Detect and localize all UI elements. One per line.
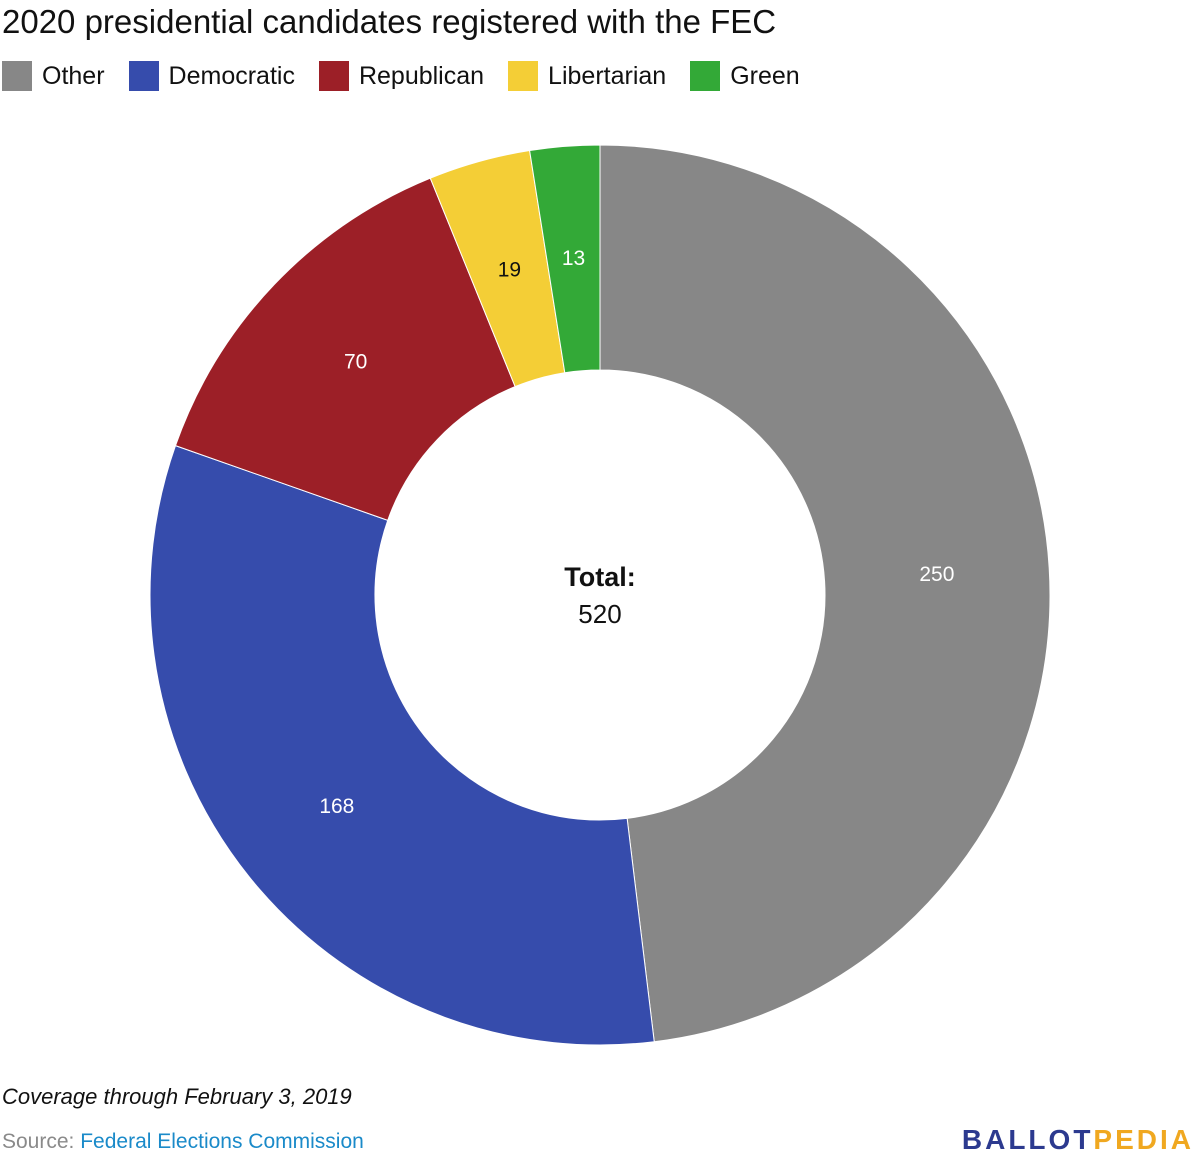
ballotpedia-logo: BALLOTPEDIA [962, 1124, 1194, 1156]
chart-title: 2020 presidential candidates registered … [2, 3, 777, 40]
legend-item-libertarian: Libertarian [508, 60, 666, 92]
legend-swatch [690, 61, 721, 91]
legend-item-green: Green [690, 60, 800, 92]
slice-republican [174, 177, 516, 521]
legend-label: Other [42, 62, 105, 90]
slice-label-other: 250 [919, 563, 954, 586]
logo-part-pedia: PEDIA [1093, 1124, 1194, 1155]
source-line: Source: Federal Elections Commission [2, 1130, 364, 1154]
slice-label-green: 13 [562, 247, 585, 270]
legend-item-other: Other [2, 60, 105, 92]
slice-label-republican: 70 [344, 351, 367, 374]
legend-label: Libertarian [548, 62, 667, 90]
slice-label-libertarian: 19 [498, 258, 521, 281]
legend-label: Democratic [168, 62, 295, 90]
coverage-note: Coverage through February 3, 2019 [2, 1084, 352, 1109]
slice-label-democratic: 168 [319, 795, 354, 818]
slice-green [529, 144, 601, 374]
legend-item-democratic: Democratic [128, 60, 295, 92]
source-prefix: Source: [2, 1130, 81, 1153]
center-title: Total: [564, 562, 635, 592]
logo-part-ballot: BALLOT [961, 1124, 1094, 1155]
legend-swatch [2, 61, 32, 91]
legend-swatch [508, 61, 539, 91]
legend-swatch [128, 61, 159, 91]
source-link[interactable]: Federal Elections Commission [80, 1130, 364, 1153]
slice-other [599, 144, 1051, 1043]
slice-democratic [149, 445, 655, 1046]
center-value: 520 [578, 599, 621, 629]
legend-item-republican: Republican [318, 60, 485, 92]
legend: Other Democratic Republican Libertarian Gree… [2, 60, 824, 92]
legend-label: Republican [358, 62, 485, 90]
legend-label: Green [730, 62, 800, 90]
legend-swatch [318, 61, 349, 91]
